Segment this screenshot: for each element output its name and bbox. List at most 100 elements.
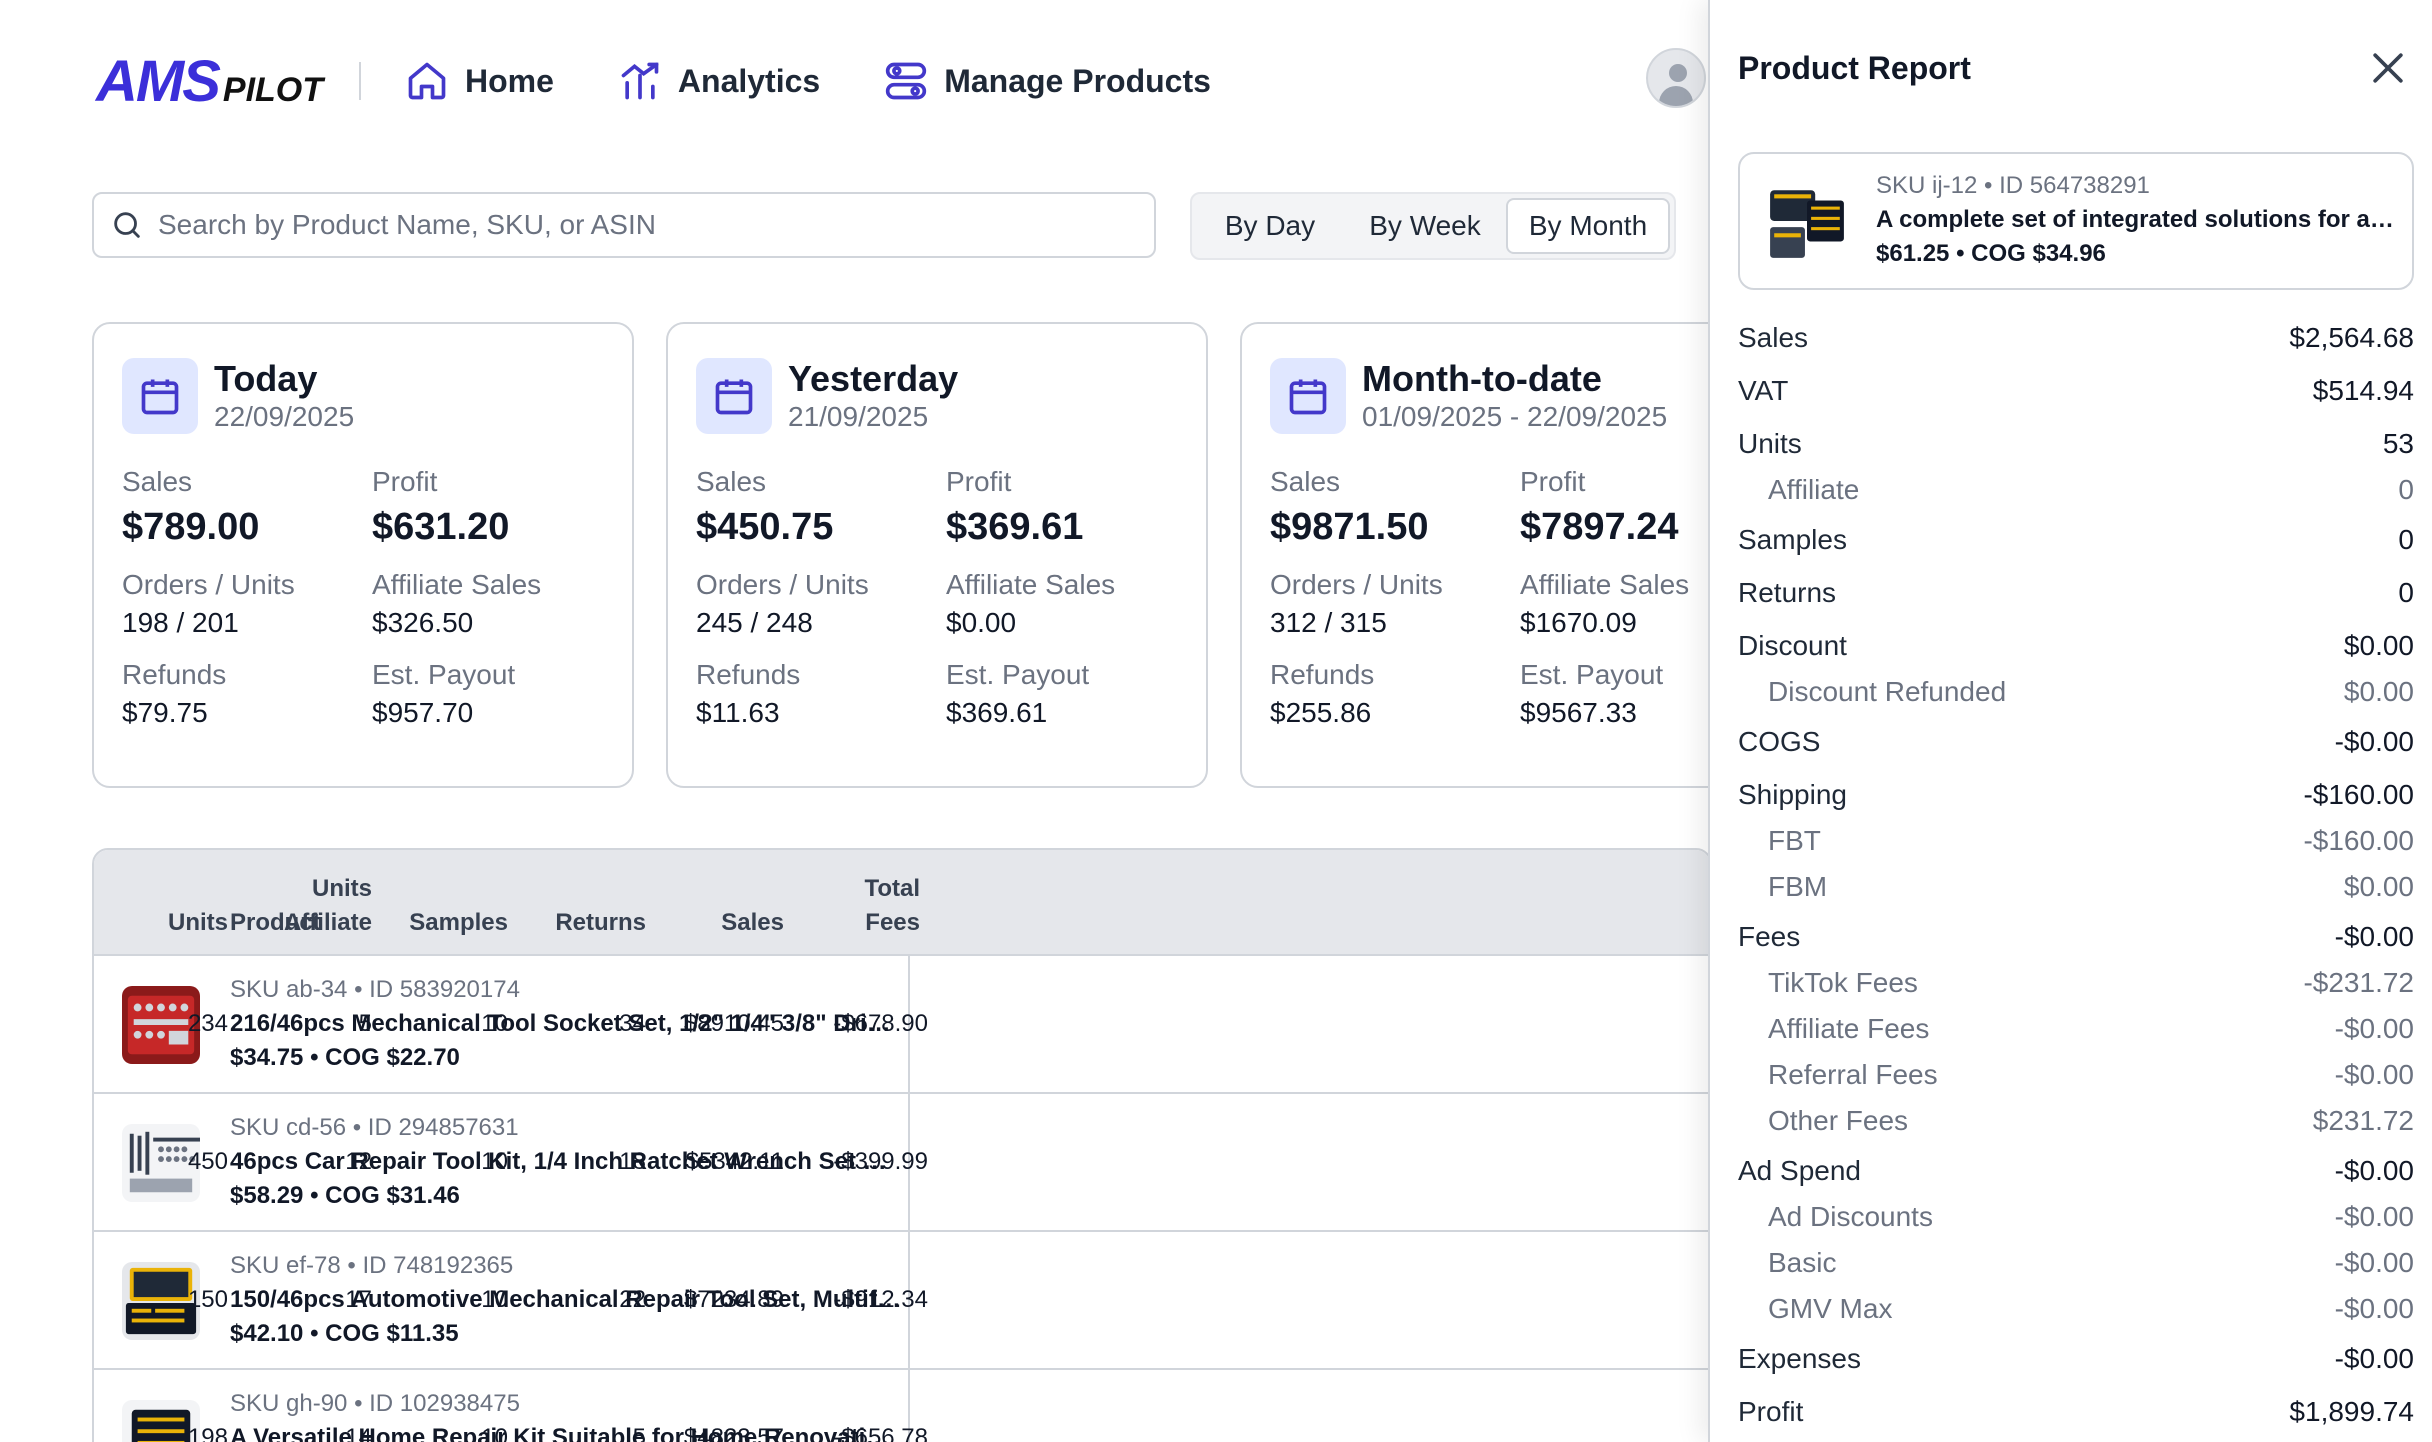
report-row-fbm: FBM $0.00 bbox=[1738, 871, 2414, 903]
cell-returns: 18 bbox=[619, 1148, 646, 1175]
search-box[interactable] bbox=[92, 192, 1156, 258]
report-row-value: -$0.00 bbox=[2334, 921, 2414, 952]
report-row-label: Ad Spend bbox=[1738, 1155, 1861, 1186]
cell-returns: 5 bbox=[632, 1424, 646, 1442]
report-product-card: SKU ij-12 • ID 564738291 A complete set … bbox=[1738, 152, 2414, 290]
report-row-value: -$160.00 bbox=[2303, 825, 2414, 856]
orders-label: Orders / Units bbox=[696, 569, 869, 600]
nav-manage-products[interactable]: Manage Products bbox=[884, 59, 1211, 103]
user-avatar[interactable] bbox=[1646, 48, 1706, 108]
column-divider bbox=[908, 956, 910, 1092]
report-row-label: Other Fees bbox=[1768, 1105, 1909, 1136]
col-units[interactable]: Units bbox=[168, 909, 228, 936]
cell-sales: $4823.57 bbox=[683, 1424, 784, 1442]
sales-label: Sales bbox=[696, 466, 767, 497]
table-row[interactable]: SKU ef-78 • ID 748192365 150/46pcs Autom… bbox=[94, 1232, 1710, 1370]
report-row-value: -$0.00 bbox=[2334, 1247, 2414, 1278]
analytics-icon bbox=[621, 62, 659, 100]
search-input[interactable] bbox=[158, 209, 1138, 241]
report-row-label: Basic bbox=[1768, 1247, 1837, 1278]
payout-label: Est. Payout bbox=[1520, 659, 1664, 690]
cell-samples: 10 bbox=[481, 1148, 508, 1175]
orders-label: Orders / Units bbox=[1270, 569, 1443, 600]
by-month-button[interactable]: By Month bbox=[1506, 198, 1670, 254]
col-sales[interactable]: Sales bbox=[721, 909, 784, 936]
report-row-fbt: FBT -$160.00 bbox=[1738, 825, 2414, 857]
column-divider bbox=[908, 1232, 910, 1368]
table-header: Product Units Units Affiliate Samples Re… bbox=[94, 850, 1710, 956]
cell-total-fees: -$656.78 bbox=[833, 1424, 928, 1442]
report-row-referral-fees: Referral Fees -$0.00 bbox=[1738, 1059, 2414, 1091]
refunds-value: $79.75 bbox=[122, 697, 208, 728]
report-row-label: Discount bbox=[1738, 630, 1847, 661]
product-sku: SKU gh-90 • ID 102938475 bbox=[230, 1390, 520, 1417]
col-samples[interactable]: Samples bbox=[409, 909, 508, 936]
cell-units-affiliate: 14 bbox=[345, 1424, 372, 1442]
report-row-label: Discount Refunded bbox=[1768, 676, 2007, 707]
products-table: Product Units Units Affiliate Samples Re… bbox=[92, 848, 1712, 1442]
cell-returns: 22 bbox=[619, 1286, 646, 1313]
nav-home[interactable]: Home bbox=[405, 59, 554, 103]
report-row-tiktok-fees: TikTok Fees -$231.72 bbox=[1738, 967, 2414, 999]
close-icon[interactable] bbox=[2366, 46, 2410, 90]
report-row-value: -$231.72 bbox=[2303, 967, 2414, 998]
product-sku: SKU cd-56 • ID 294857631 bbox=[230, 1114, 519, 1141]
table-row[interactable]: SKU cd-56 • ID 294857631 46pcs Car Repai… bbox=[94, 1094, 1710, 1232]
cell-samples: 10 bbox=[481, 1010, 508, 1037]
col-product[interactable]: Product bbox=[230, 909, 321, 936]
card-title: Today bbox=[214, 358, 318, 399]
sales-value: $9871.50 bbox=[1270, 506, 1429, 548]
col-total-fees-bottom[interactable]: Fees bbox=[865, 909, 920, 936]
refunds-label: Refunds bbox=[696, 659, 801, 690]
period-toggle: By Day By Week By Month bbox=[1190, 192, 1676, 260]
product-name: 46pcs Car Repair Tool Kit, 1/4 Inch Ratc… bbox=[230, 1148, 902, 1175]
report-row-value: -$0.00 bbox=[2334, 1155, 2414, 1186]
payout-label: Est. Payout bbox=[946, 659, 1090, 690]
report-row-fees: Fees -$0.00 bbox=[1738, 921, 2414, 953]
affiliate-value: $326.50 bbox=[372, 607, 474, 638]
report-row-affiliate: Affiliate 0 bbox=[1738, 474, 2414, 506]
report-row-cogs: COGS -$0.00 bbox=[1738, 726, 2414, 758]
affiliate-value: $1670.09 bbox=[1520, 607, 1637, 638]
col-total-fees-top[interactable]: Total bbox=[864, 875, 920, 902]
product-price: $42.10 • COG $11.35 bbox=[230, 1320, 459, 1347]
app-logo[interactable]: AMS PILOT bbox=[96, 48, 323, 115]
report-row-value: -$0.00 bbox=[2334, 1343, 2414, 1374]
report-row-units: Units 53 bbox=[1738, 428, 2414, 460]
report-row-value: -$0.00 bbox=[2334, 1293, 2414, 1324]
report-row-profit: Profit $1,899.74 bbox=[1738, 1396, 2414, 1428]
sales-value: $450.75 bbox=[696, 506, 834, 548]
product-thumbnail bbox=[122, 1262, 200, 1340]
payout-value: $957.70 bbox=[372, 697, 474, 728]
table-row[interactable]: SKU ab-34 • ID 583920174 216/46pcs Mecha… bbox=[94, 956, 1710, 1094]
report-row-vat: VAT $514.94 bbox=[1738, 375, 2414, 407]
report-row-label: TikTok Fees bbox=[1768, 967, 1918, 998]
cell-units: 450 bbox=[187, 1148, 228, 1175]
col-units-affiliate-top[interactable]: Units bbox=[312, 875, 372, 902]
avatar-head bbox=[1669, 64, 1687, 82]
refunds-value: $11.63 bbox=[696, 697, 780, 728]
report-row-value: -$0.00 bbox=[2334, 726, 2414, 757]
table-row[interactable]: SKU gh-90 • ID 102938475 A Versatile Hom… bbox=[94, 1370, 1710, 1442]
report-row-value: 0 bbox=[2398, 524, 2414, 555]
col-units-affiliate-bottom[interactable]: Affiliate bbox=[283, 909, 372, 936]
report-row-label: Expenses bbox=[1738, 1343, 1861, 1374]
by-day-button[interactable]: By Day bbox=[1224, 210, 1316, 241]
report-row-label: Referral Fees bbox=[1768, 1059, 1938, 1090]
report-row-label: Profit bbox=[1738, 1396, 1804, 1427]
cell-units-affiliate: 12 bbox=[345, 1148, 372, 1175]
profit-label: Profit bbox=[372, 466, 438, 497]
card-title: Yesterday bbox=[788, 358, 959, 399]
profit-label: Profit bbox=[1520, 466, 1586, 497]
by-week-button[interactable]: By Week bbox=[1369, 210, 1481, 241]
report-row-label: Fees bbox=[1738, 921, 1801, 952]
refunds-label: Refunds bbox=[1270, 659, 1375, 690]
col-returns[interactable]: Returns bbox=[555, 909, 646, 936]
product-report-panel: Product Report SKU ij-12 • ID 564738291 … bbox=[1708, 0, 2432, 1442]
nav-analytics[interactable]: Analytics bbox=[618, 59, 820, 103]
report-row-value: -$0.00 bbox=[2334, 1059, 2414, 1090]
product-name: 150/46pcs Automotive Mechanical Repair T… bbox=[230, 1286, 902, 1313]
cell-sales: $5342.11 bbox=[685, 1148, 784, 1175]
report-row-expenses: Expenses -$0.00 bbox=[1738, 1343, 2414, 1375]
report-row-ad-discounts: Ad Discounts -$0.00 bbox=[1738, 1201, 2414, 1233]
